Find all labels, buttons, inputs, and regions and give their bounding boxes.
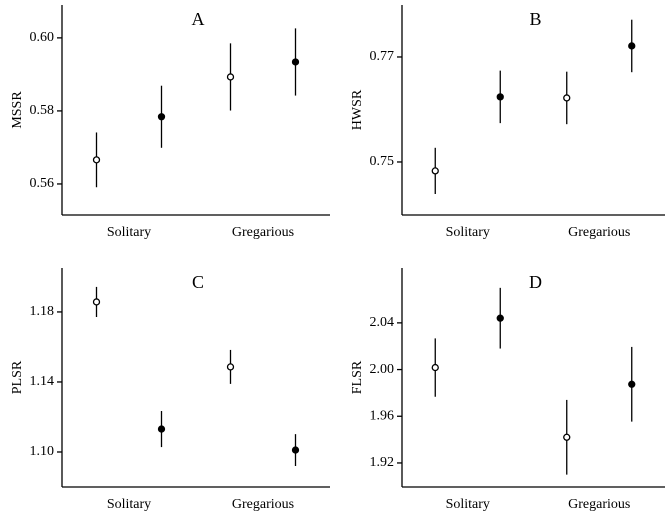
y-tick-label: 2.00 (370, 362, 395, 377)
y-axis-label: MSSR (10, 91, 25, 129)
point (92, 156, 101, 164)
y-axis-label: HWSR (350, 89, 365, 130)
point (563, 433, 571, 441)
point (431, 363, 439, 372)
y-tick-label: 2.04 (370, 315, 395, 330)
point (226, 73, 235, 81)
x-tick-label: Gregarious (232, 497, 294, 512)
x-tick-label: Solitary (446, 225, 490, 240)
x-tick-label: Gregarious (232, 225, 294, 240)
point (628, 380, 636, 388)
point (563, 94, 571, 102)
point (92, 298, 101, 306)
point (291, 58, 300, 66)
y-tick-label: 0.58 (30, 103, 55, 118)
point (431, 167, 439, 175)
y-tick-label: 1.10 (30, 444, 55, 459)
x-tick-label: Solitary (446, 497, 490, 512)
y-tick-label: 0.75 (370, 154, 395, 169)
x-tick-label: Gregarious (568, 225, 630, 240)
y-tick-label: 0.60 (30, 30, 55, 45)
panel-title: D (529, 272, 542, 292)
y-tick-label: 1.14 (30, 374, 55, 389)
point (496, 93, 504, 101)
point (496, 314, 504, 322)
point (226, 363, 235, 371)
x-tick-label: Solitary (107, 225, 151, 240)
point (291, 446, 300, 454)
point (157, 113, 166, 121)
point (628, 42, 636, 50)
x-tick-label: Gregarious (568, 497, 630, 512)
x-tick-label: Solitary (107, 497, 151, 512)
y-tick-label: 0.77 (370, 49, 395, 64)
panel-title: A (192, 9, 205, 29)
y-tick-label: 1.96 (370, 408, 395, 423)
y-axis-label: PLSR (10, 360, 25, 394)
y-tick-label: 0.56 (30, 176, 55, 191)
panel-title: B (529, 9, 541, 29)
y-tick-label: 1.92 (370, 455, 395, 470)
point (157, 425, 166, 433)
y-axis-label: FLSR (350, 360, 365, 394)
y-tick-label: 1.18 (30, 304, 55, 319)
panel-title: C (192, 272, 204, 292)
